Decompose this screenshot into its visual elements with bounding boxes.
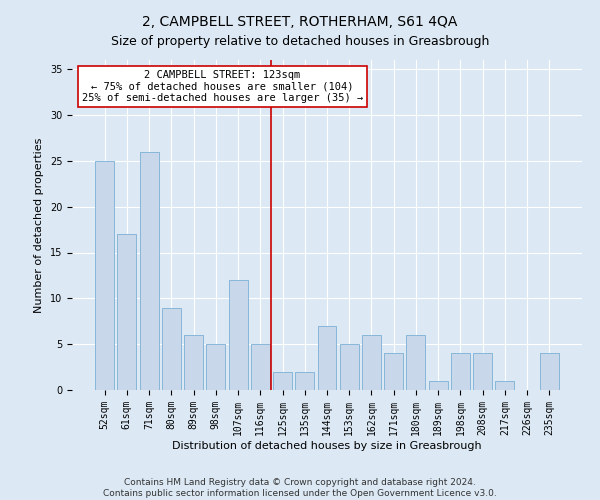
Bar — [229, 280, 248, 390]
Bar — [251, 344, 270, 390]
Bar — [140, 152, 158, 390]
Bar — [384, 354, 403, 390]
Bar — [295, 372, 314, 390]
Bar — [340, 344, 359, 390]
Y-axis label: Number of detached properties: Number of detached properties — [34, 138, 44, 312]
Bar — [317, 326, 337, 390]
Bar — [162, 308, 181, 390]
Bar — [362, 335, 381, 390]
Bar — [451, 354, 470, 390]
Bar — [496, 381, 514, 390]
Bar — [184, 335, 203, 390]
Bar — [473, 354, 492, 390]
Text: Size of property relative to detached houses in Greasbrough: Size of property relative to detached ho… — [111, 35, 489, 48]
X-axis label: Distribution of detached houses by size in Greasbrough: Distribution of detached houses by size … — [172, 440, 482, 450]
Bar — [206, 344, 225, 390]
Text: 2 CAMPBELL STREET: 123sqm
← 75% of detached houses are smaller (104)
25% of semi: 2 CAMPBELL STREET: 123sqm ← 75% of detac… — [82, 70, 363, 103]
Bar — [118, 234, 136, 390]
Bar — [273, 372, 292, 390]
Text: 2, CAMPBELL STREET, ROTHERHAM, S61 4QA: 2, CAMPBELL STREET, ROTHERHAM, S61 4QA — [142, 15, 458, 29]
Bar — [429, 381, 448, 390]
Text: Contains HM Land Registry data © Crown copyright and database right 2024.
Contai: Contains HM Land Registry data © Crown c… — [103, 478, 497, 498]
Bar — [406, 335, 425, 390]
Bar — [95, 161, 114, 390]
Bar — [540, 354, 559, 390]
